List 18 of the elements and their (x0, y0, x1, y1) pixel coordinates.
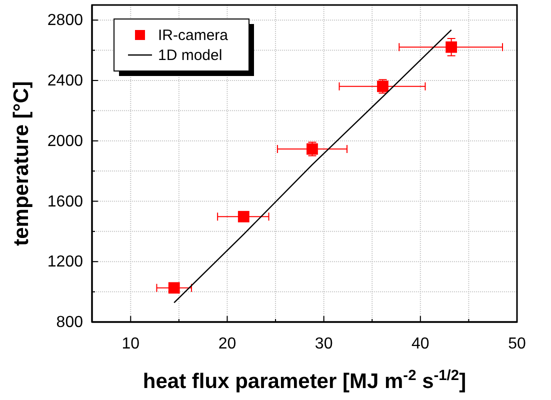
y-tick-label: 2400 (47, 72, 84, 90)
point (446, 41, 458, 53)
x-tick-label: 50 (508, 336, 526, 353)
legend-label: 1D model (158, 47, 222, 64)
y-tick-label: 2000 (47, 132, 84, 150)
point (168, 282, 180, 294)
y-tick-label: 2800 (47, 12, 84, 30)
legend-label: IR-camera (158, 27, 229, 44)
x-tick-label: 40 (412, 336, 430, 353)
y-tick-label: 1600 (47, 193, 84, 210)
x-tick-label: 20 (218, 336, 236, 353)
x-tick-label: 10 (122, 336, 140, 353)
point (238, 210, 250, 222)
y-tick-label: 1200 (47, 254, 84, 271)
y-tick-label: 800 (56, 314, 84, 332)
y-axis-title: temperature [°C] (10, 81, 33, 246)
x-axis-title: heat flux parameter [MJ m$^{-2}$ s$^{-1/2}$] (142, 368, 466, 393)
x-tick-label: 30 (314, 336, 333, 353)
